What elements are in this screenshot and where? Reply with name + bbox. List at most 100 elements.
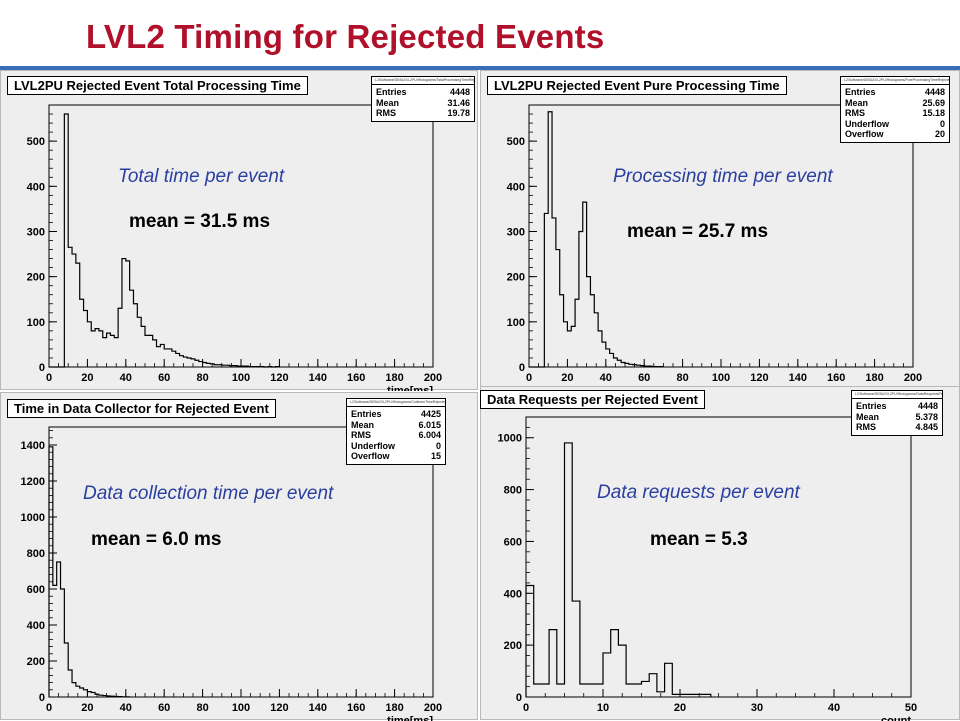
x-tick-label: 80: [196, 702, 208, 714]
x-tick-label: 0: [46, 702, 52, 714]
x-tick-label: 200: [424, 702, 442, 714]
stats-box: L2/Software/DEBUG/L2PU/Histograms/TotalP…: [371, 76, 475, 122]
y-tick-label: 200: [27, 272, 45, 284]
x-tick-label: 180: [865, 372, 883, 384]
stats-key: Entries: [376, 87, 407, 97]
stats-row: Mean 5.378: [856, 412, 938, 423]
stats-value: 4.845: [915, 422, 938, 432]
y-tick-label: 300: [27, 226, 45, 238]
x-axis-label: time[ms]: [387, 715, 433, 721]
x-tick-label: 120: [270, 372, 288, 384]
stats-value: 4425: [420, 409, 441, 419]
stats-row: Entries 4448: [856, 401, 938, 412]
x-tick-label: 120: [270, 702, 288, 714]
stats-box: L2/Software/DEBUG/L2PU/Histograms/Collec…: [346, 398, 446, 465]
stats-key: Mean: [351, 419, 375, 430]
stats-row: Underflow 0: [845, 119, 945, 130]
stats-value: 19.78: [447, 108, 470, 118]
stats-value: 15.18: [922, 108, 945, 118]
y-tick-label: 1000: [21, 512, 45, 524]
stats-key: Entries: [856, 401, 887, 411]
annotation-label: Processing time per event: [613, 166, 833, 187]
y-tick-label: 0: [516, 692, 522, 704]
x-tick-label: 200: [424, 372, 442, 384]
stats-row: RMS 4.845: [856, 422, 938, 433]
x-tick-label: 140: [789, 372, 807, 384]
y-tick-label: 600: [27, 584, 45, 596]
x-tick-label: 200: [904, 372, 922, 384]
y-tick-label: 100: [507, 317, 525, 329]
stats-box: L2/Software/DEBUG/L2PU/Histograms/PurePr…: [840, 76, 950, 143]
histogram-panel-data-collector: 0 20 40 60 80 100 120 140 160 180 200 0 200 400 600 800…: [0, 392, 478, 721]
x-tick-label: 40: [120, 372, 132, 384]
x-tick-label: 80: [196, 372, 208, 384]
stats-row: Entries 4448: [376, 87, 470, 98]
x-tick-label: 160: [347, 702, 365, 714]
stats-value: 6.004: [418, 430, 441, 440]
histogram-title: Data Requests per Rejected Event: [480, 390, 705, 409]
y-tick-label: 200: [507, 272, 525, 284]
histogram-panel-pure-time: 0 20 40 60 80 100 120 140 160 180 200 0 100 200 300 400…: [480, 70, 960, 391]
stats-row: RMS 15.18: [845, 108, 945, 119]
y-tick-label: 400: [504, 588, 522, 600]
stats-value: 4448: [449, 87, 470, 97]
stats-value: 20: [934, 129, 945, 139]
histogram-pure-time: 0 20 40 60 80 100 120 140 160 180 200 0 100 200 300 400…: [507, 104, 922, 391]
y-tick-label: 400: [27, 620, 45, 632]
x-tick-label: 0: [46, 372, 52, 384]
x-tick-label: 20: [81, 372, 93, 384]
x-tick-label: 120: [750, 372, 768, 384]
title-divider: [0, 66, 960, 70]
stats-key: Underflow: [845, 118, 889, 129]
y-tick-label: 800: [27, 548, 45, 560]
stats-key: Overflow: [845, 129, 884, 139]
stats-value: 4448: [924, 87, 945, 97]
y-tick-label: 0: [519, 362, 525, 374]
stats-value: 5.378: [915, 411, 938, 422]
x-tick-label: 100: [712, 372, 730, 384]
stats-row: Entries 4425: [351, 409, 441, 420]
x-tick-label: 20: [81, 702, 93, 714]
plot-frame: [528, 104, 914, 368]
stats-row: Mean 25.69: [845, 98, 945, 109]
y-tick-label: 100: [27, 317, 45, 329]
stats-value: 0: [939, 118, 945, 129]
y-tick-label: 600: [504, 536, 522, 548]
stats-row: RMS 6.004: [351, 430, 441, 441]
x-tick-label: 0: [523, 702, 529, 714]
x-tick-label: 20: [561, 372, 573, 384]
y-tick-label: 200: [504, 640, 522, 652]
y-tick-label: 0: [39, 692, 45, 704]
histogram-series: [529, 111, 664, 368]
y-tick-label: 500: [27, 136, 45, 148]
histogram-series: [525, 442, 712, 697]
stats-row: Mean 31.46: [376, 98, 470, 109]
x-tick-label: 50: [905, 702, 917, 714]
x-tick-label: 0: [526, 372, 532, 384]
x-tick-label: 20: [674, 702, 686, 714]
annotation-mean: mean = 25.7 ms: [627, 221, 769, 242]
x-tick-label: 180: [385, 372, 403, 384]
stats-row: Underflow 0: [351, 441, 441, 452]
stats-key: RMS: [856, 422, 876, 432]
y-tick-label: 200: [27, 656, 45, 668]
plot-frame: [48, 104, 434, 368]
histogram-total-time: 0 20 40 60 80 100 120 140 160 180 200 0 100 200 300 400…: [27, 104, 442, 391]
stats-value: 4448: [917, 401, 938, 411]
stats-value: 25.69: [922, 97, 945, 108]
plot-frame: [525, 416, 912, 698]
y-tick-label: 300: [507, 226, 525, 238]
stats-value: 15: [430, 451, 441, 461]
x-tick-label: 140: [309, 372, 327, 384]
x-tick-label: 100: [232, 372, 250, 384]
x-tick-label: 40: [120, 702, 132, 714]
x-tick-label: 180: [385, 702, 403, 714]
stats-key: Underflow: [351, 440, 395, 451]
y-tick-label: 1200: [21, 476, 45, 488]
annotation-mean: mean = 31.5 ms: [129, 211, 271, 232]
stats-box-path: L2/Software/DEBUG/L2PU/Histograms/Collec…: [347, 399, 445, 407]
stats-box: L2/Software/DEBUG/L2PU/Histograms/DataRe…: [851, 390, 943, 436]
annotation-label: Total time per event: [118, 166, 285, 187]
x-tick-label: 160: [347, 372, 365, 384]
stats-key: RMS: [376, 108, 396, 118]
